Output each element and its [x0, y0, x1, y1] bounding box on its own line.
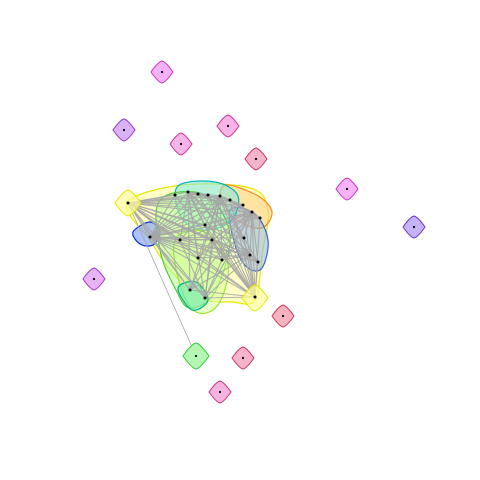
hub-node-dot — [220, 258, 224, 262]
edge — [149, 236, 256, 298]
edge — [149, 224, 206, 238]
edge — [204, 211, 253, 226]
edge — [211, 239, 223, 261]
edge — [179, 239, 251, 256]
hub-node-dot — [188, 288, 192, 292]
edge — [149, 236, 251, 256]
edge — [197, 257, 256, 298]
isolated-node-dot — [254, 157, 258, 161]
edge — [149, 236, 206, 299]
hub-node-dot — [186, 190, 190, 194]
edge — [204, 211, 253, 299]
hub-node-dot — [250, 210, 254, 214]
isolated-node-dot — [226, 124, 230, 128]
hub-node-dot — [206, 193, 210, 197]
edge — [243, 211, 253, 239]
edge — [127, 202, 213, 241]
hub-node-dot — [248, 253, 252, 257]
isolated-node-dot — [179, 142, 183, 146]
isolated-node-dot — [281, 314, 285, 318]
edge — [179, 211, 253, 241]
isolated-node-dot — [241, 356, 245, 360]
isolated-node-dot — [345, 187, 349, 191]
edge — [211, 239, 256, 298]
edge — [204, 254, 251, 299]
edge — [219, 195, 261, 219]
isolated-node-dot — [92, 277, 96, 281]
hub-node-dot — [210, 238, 214, 242]
edge — [204, 195, 221, 226]
edge — [251, 211, 256, 298]
hub-node-dot — [148, 235, 152, 239]
hub-node-dot — [178, 238, 182, 242]
edge-long — [127, 202, 197, 357]
edge — [229, 199, 256, 298]
edge — [189, 211, 253, 291]
edge — [149, 236, 191, 291]
edge — [251, 211, 259, 263]
edge — [207, 194, 256, 298]
hub-node-dot — [203, 296, 207, 300]
hub-node-dot — [241, 203, 245, 207]
hub-node-dot — [196, 192, 200, 196]
edge — [179, 191, 189, 241]
edge — [197, 239, 213, 259]
isolated-node-dot — [194, 354, 198, 358]
edge — [204, 259, 223, 299]
edge — [149, 236, 181, 241]
hub-node-dot — [218, 194, 222, 198]
edge — [149, 195, 221, 238]
hub-node-dot — [196, 256, 200, 260]
isolated-node-dot — [412, 225, 416, 229]
hub-node-dot — [256, 260, 260, 264]
edge — [249, 254, 259, 263]
isolated-node-dot — [122, 128, 126, 132]
hub-node-dot — [242, 236, 246, 240]
edge — [179, 239, 206, 299]
nodes — [82, 60, 426, 404]
edge — [204, 224, 256, 298]
edge — [179, 195, 221, 241]
isolated-node-dot — [218, 390, 222, 394]
hub-node-dot — [253, 295, 257, 299]
hub-node-dot — [258, 216, 262, 220]
edge — [149, 194, 176, 238]
hub-node-dot — [203, 223, 207, 227]
edge — [187, 191, 206, 299]
edge — [251, 211, 261, 219]
edge — [249, 211, 253, 256]
edge — [149, 236, 199, 259]
edge — [204, 239, 213, 299]
edge — [221, 211, 253, 261]
edge — [189, 239, 213, 291]
edge — [211, 239, 251, 256]
hub-node-dot — [173, 193, 177, 197]
edge — [204, 224, 251, 256]
hub-node-dot — [126, 201, 130, 205]
hub-node-dot — [228, 198, 232, 202]
edge — [187, 191, 191, 291]
isolated-node-dot — [160, 70, 164, 74]
edge — [149, 191, 189, 238]
edge — [211, 211, 253, 241]
